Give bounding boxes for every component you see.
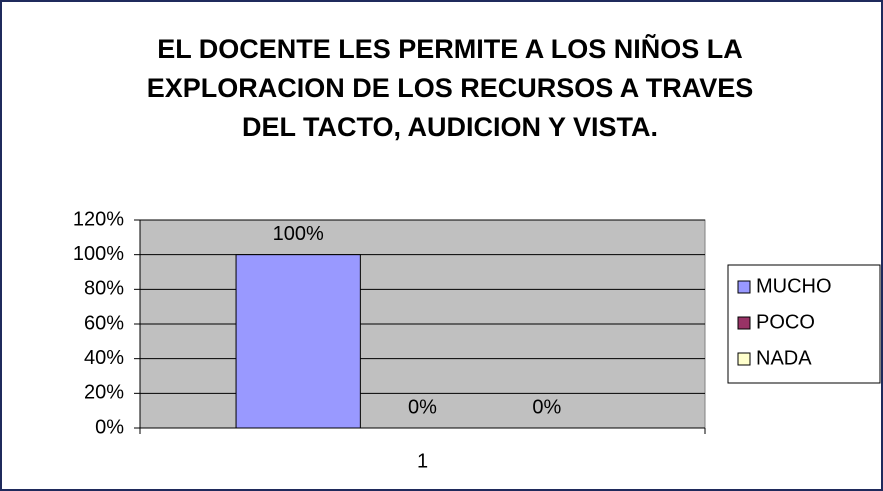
y-tick-label: 20% xyxy=(84,382,124,404)
legend-label: MUCHO xyxy=(756,275,832,297)
y-tick-label: 100% xyxy=(73,243,124,265)
legend-label: POCO xyxy=(756,311,815,333)
legend-label: NADA xyxy=(756,347,812,369)
bar xyxy=(235,254,361,429)
legend-swatch xyxy=(737,352,751,366)
legend-swatch xyxy=(737,280,751,294)
y-tick-label: 60% xyxy=(84,312,124,334)
data-label: 100% xyxy=(273,223,324,245)
chart-title: EL DOCENTE LES PERMITE A LOS NIÑOS LA EX… xyxy=(146,34,754,142)
legend-box xyxy=(727,264,881,384)
legend-swatch xyxy=(737,316,751,330)
data-label: 0% xyxy=(532,396,561,418)
y-tick-label: 80% xyxy=(84,278,124,300)
data-label: 0% xyxy=(408,396,437,418)
y-tick-label: 40% xyxy=(84,347,124,369)
y-tick-label: 120% xyxy=(73,208,124,230)
y-tick-label: 0% xyxy=(95,416,124,438)
x-tick-label: 1 xyxy=(417,450,428,472)
